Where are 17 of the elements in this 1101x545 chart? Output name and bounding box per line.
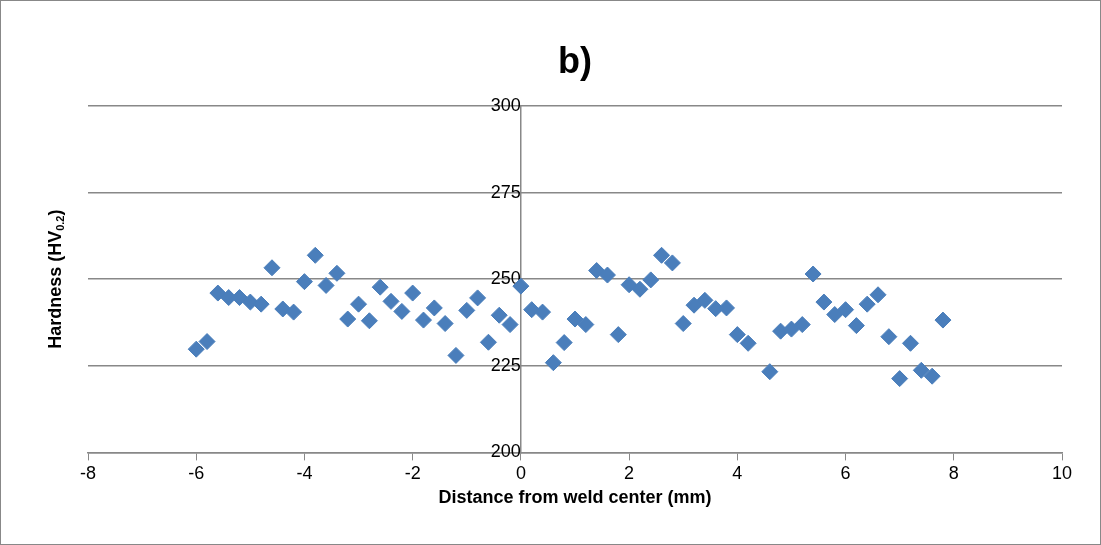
x-tick-label: -6 — [188, 463, 205, 484]
x-tick-label: 6 — [840, 463, 851, 484]
x-tick-label: -2 — [404, 463, 421, 484]
x-tick-label: 8 — [948, 463, 959, 484]
y-axis-title: Hardness (HV0.2) — [44, 209, 66, 349]
x-tick-label: -4 — [296, 463, 313, 484]
y-tick-label: 300 — [490, 94, 521, 115]
x-tick-label: 10 — [1051, 463, 1073, 484]
chart-title: b) — [558, 39, 592, 81]
x-tick-label: 4 — [732, 463, 743, 484]
x-axis-title: Distance from weld center (mm) — [438, 486, 712, 507]
x-tick-label: 0 — [515, 463, 526, 484]
y-tick-label: 200 — [490, 441, 521, 462]
x-tick-label: 2 — [624, 463, 635, 484]
y-tick-label: 225 — [490, 354, 521, 375]
x-tick-label: -8 — [79, 463, 97, 484]
y-tick-label: 275 — [490, 181, 521, 202]
